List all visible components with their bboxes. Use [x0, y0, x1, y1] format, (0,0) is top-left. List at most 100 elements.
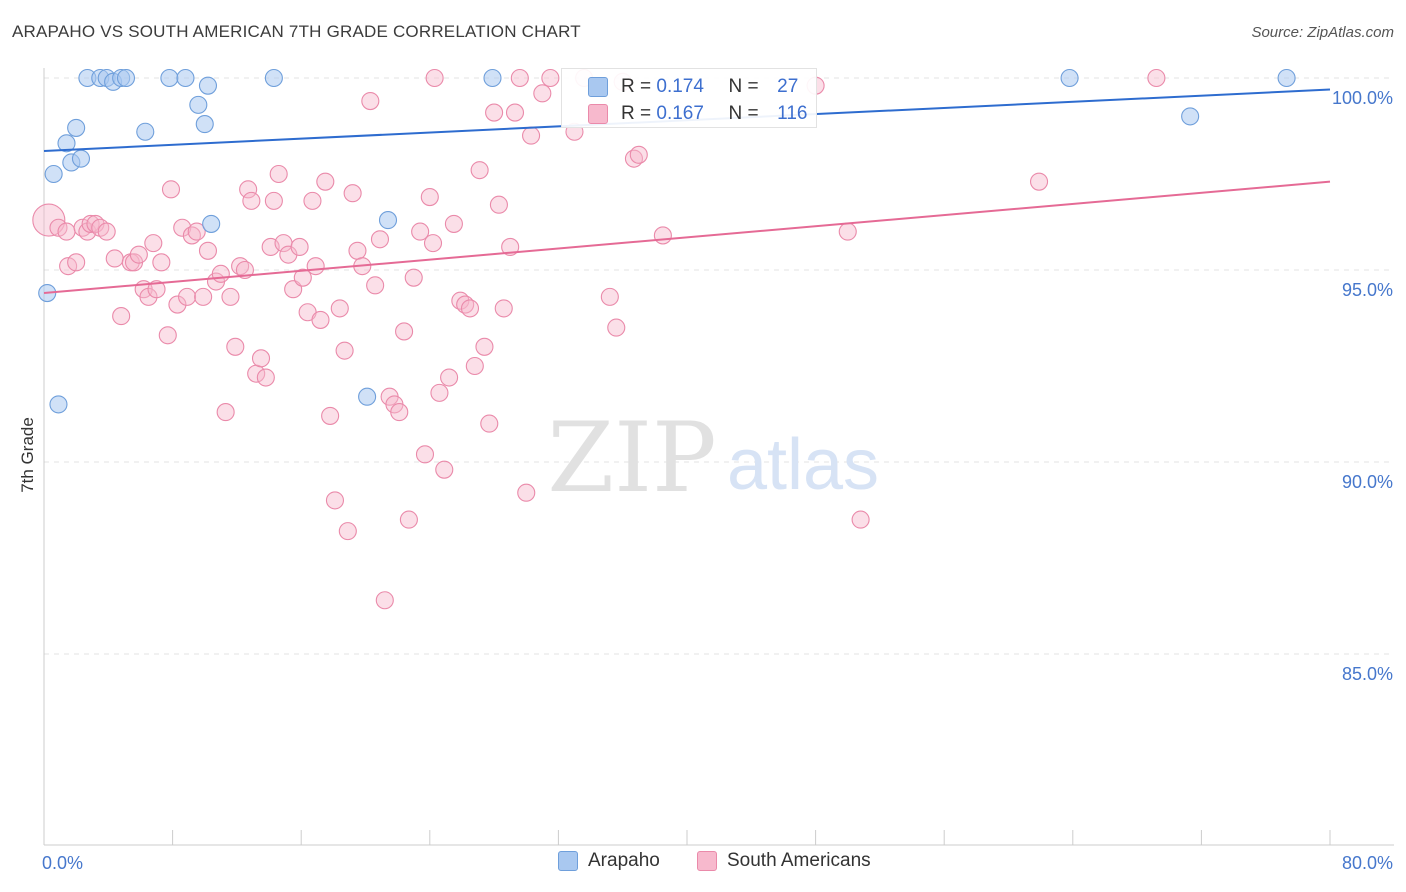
- legend-item-arapaho[interactable]: Arapaho: [558, 850, 660, 872]
- south-americans-point: [264, 191, 283, 210]
- south-americans-point: [57, 222, 76, 241]
- south-americans-point: [629, 145, 648, 164]
- south-americans-point: [470, 161, 489, 180]
- south-americans-point: [187, 222, 206, 241]
- south-americans-point: [480, 414, 499, 433]
- y-tick-label: 85.0%: [1342, 664, 1393, 684]
- south-americans-point: [211, 264, 230, 283]
- arapaho-point: [160, 68, 179, 88]
- r-label: R =: [621, 76, 652, 97]
- south-americans-point: [465, 356, 484, 376]
- arapaho-point: [358, 387, 377, 406]
- south-americans-point: [221, 287, 240, 306]
- arapaho-point: [67, 118, 86, 137]
- r-value: 0.174: [656, 76, 704, 97]
- arapaho-point: [49, 395, 68, 414]
- south-americans-point: [144, 234, 163, 253]
- south-americans-point: [293, 268, 312, 287]
- south-americans-point: [178, 287, 197, 306]
- tick-labels: 100.0% 95.0% 90.0% 85.0% 0.0% 80.0%: [42, 88, 1393, 873]
- south-americans-point: [435, 460, 454, 479]
- south-americans-point: [600, 287, 619, 306]
- south-americans-point: [533, 84, 552, 103]
- south-americans-point: [306, 257, 325, 276]
- south-americans-point: [404, 268, 423, 287]
- south-americans-point: [460, 299, 480, 318]
- south-americans-point: [152, 253, 171, 272]
- south-americans-point: [81, 214, 100, 233]
- south-americans-point: [216, 403, 235, 422]
- n-value: 116: [777, 103, 808, 124]
- arapaho-legend-swatch: [558, 851, 578, 871]
- south-americans-point: [32, 203, 66, 237]
- south-americans-point: [173, 218, 192, 237]
- south-americans-trend-line: [43, 180, 1331, 295]
- legend-label-arapaho: Arapaho: [588, 850, 660, 871]
- south-americans-point: [343, 184, 362, 203]
- south-americans-point: [161, 180, 181, 199]
- arapaho-point: [1181, 107, 1200, 126]
- n-value: 27: [777, 76, 799, 97]
- south-americans-point: [375, 591, 394, 610]
- south-americans-point: [510, 68, 529, 88]
- chart-title: ARAPAHO VS SOUTH AMERICAN 7TH GRADE CORR…: [12, 22, 581, 41]
- south-americans-point: [335, 341, 354, 360]
- south-americans-point: [321, 406, 340, 425]
- south-americans-point: [411, 222, 430, 241]
- legend-label-south: South Americans: [727, 850, 871, 871]
- south-americans-point: [425, 68, 444, 88]
- south-americans-point: [370, 230, 390, 249]
- south-americans-point: [147, 280, 166, 299]
- south-americans-point: [485, 103, 504, 122]
- south-americans-point: [198, 241, 218, 260]
- y-axis-label: 7th Grade: [18, 417, 37, 493]
- x-tick-label: 0.0%: [42, 853, 83, 873]
- arapaho-point: [189, 95, 208, 114]
- arapaho-point: [264, 68, 283, 88]
- arapaho-point: [1060, 68, 1079, 88]
- south-americans-point: [501, 237, 520, 257]
- y-tick-label: 90.0%: [1342, 472, 1393, 492]
- south-americans-point: [256, 368, 275, 387]
- south-americans-point: [235, 260, 254, 280]
- south-americans-point: [838, 222, 857, 241]
- legend-item-south[interactable]: South Americans: [697, 850, 871, 872]
- arapaho-point: [195, 115, 214, 134]
- south-americans-point: [158, 326, 177, 345]
- south-americans-point: [105, 249, 124, 268]
- grid: [44, 77, 1394, 655]
- south-americans-point: [494, 299, 513, 318]
- south-americans-point: [423, 234, 443, 253]
- arapaho-point: [1277, 68, 1296, 88]
- r-label: R =: [621, 103, 652, 124]
- stats-legend: R = 0.174 N = 27 R = 0.167 N = 116: [561, 68, 817, 128]
- south-americans-point: [338, 522, 357, 541]
- south-americans-point: [444, 214, 463, 233]
- south-americans-point: [489, 195, 508, 214]
- arapaho-point: [483, 68, 502, 88]
- stats-row-south: R = 0.167 N = 116: [562, 100, 818, 128]
- stats-text-arapaho: R = 0.174 N = 27: [621, 76, 798, 98]
- south-swatch: [588, 104, 608, 124]
- south-americans-point: [290, 237, 309, 257]
- source-label: Source: ZipAtlas.com: [1251, 24, 1394, 41]
- south-americans-point: [112, 307, 131, 326]
- south-americans-point: [420, 187, 439, 207]
- n-label: N =: [728, 76, 759, 97]
- south-americans-point: [607, 318, 626, 337]
- arapaho-point: [71, 149, 91, 168]
- watermark-zip: ZIP: [547, 402, 716, 514]
- south-americans-points: [32, 68, 1166, 610]
- stats-row-arapaho: R = 0.174 N = 27: [562, 73, 818, 101]
- watermark-atlas: atlas: [727, 425, 879, 505]
- bottom-legend: Arapaho South Americans: [0, 850, 1406, 880]
- south-americans-point: [390, 403, 409, 422]
- watermark: ZIP atlas: [547, 402, 879, 514]
- arapaho-swatch: [588, 77, 608, 97]
- y-tick-label: 100.0%: [1332, 88, 1393, 108]
- south-americans-point: [311, 310, 330, 329]
- south-americans-point: [303, 191, 322, 210]
- n-label: N =: [728, 103, 759, 124]
- south-americans-point: [251, 349, 271, 368]
